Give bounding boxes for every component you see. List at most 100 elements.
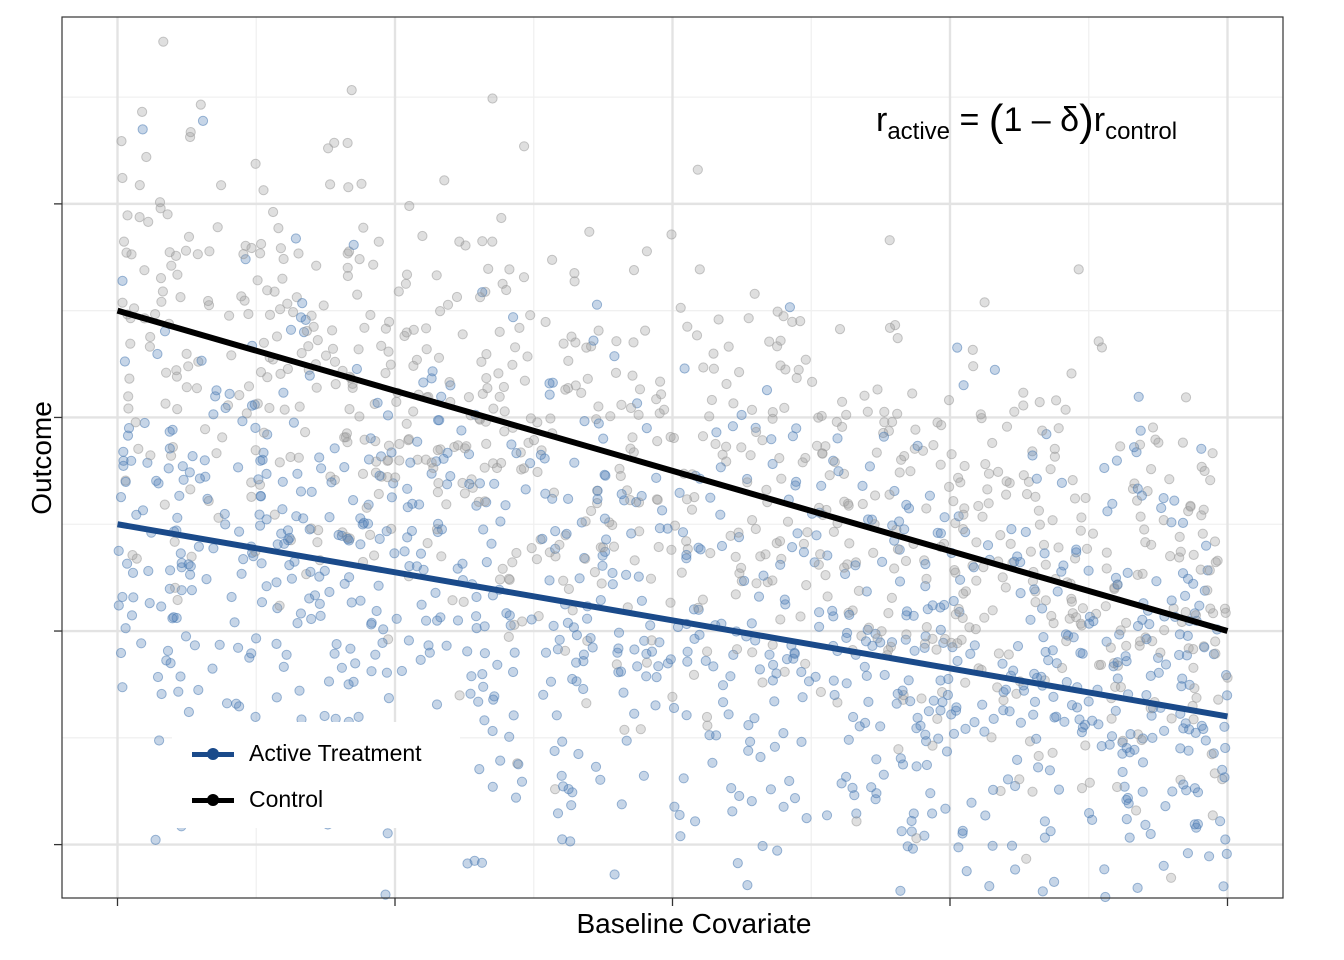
active-treatment-point: [678, 773, 689, 784]
control-point: [876, 626, 887, 637]
control-point: [258, 427, 270, 438]
control-point: [701, 711, 713, 723]
active-treatment-point: [1192, 819, 1204, 830]
control-point: [499, 406, 510, 417]
control-point: [795, 316, 806, 327]
control-point: [730, 589, 741, 600]
active-treatment-point: [1177, 673, 1188, 684]
control-point: [586, 505, 597, 517]
active-treatment-point: [431, 699, 443, 710]
active-treatment-point: [599, 469, 610, 480]
active-treatment-point: [877, 556, 888, 568]
active-treatment-point: [980, 810, 991, 821]
active-treatment-point: [790, 480, 801, 491]
control-point: [927, 633, 938, 645]
active-treatment-point: [143, 565, 154, 577]
active-treatment-point: [582, 613, 593, 624]
active-treatment-point: [827, 605, 838, 617]
active-treatment-point: [355, 513, 366, 524]
control-point: [780, 364, 791, 375]
active-treatment-point: [436, 391, 447, 402]
control-point: [514, 322, 525, 333]
active-treatment-point: [654, 637, 665, 648]
active-treatment-point: [576, 517, 587, 528]
control-point: [300, 427, 311, 438]
formula-subscript-active: active: [887, 118, 951, 145]
control-point: [169, 536, 180, 547]
active-treatment-point: [297, 298, 308, 309]
active-treatment-point: [961, 866, 972, 877]
control-point: [987, 605, 998, 616]
control-point: [731, 644, 743, 655]
active-treatment-point: [462, 858, 473, 869]
control-point: [382, 455, 393, 466]
active-treatment-point: [848, 711, 859, 723]
active-treatment-point: [593, 418, 604, 429]
control-point: [900, 555, 912, 567]
control-point: [987, 437, 998, 449]
active-treatment-point: [878, 769, 889, 780]
control-point: [442, 299, 454, 310]
control-point: [1158, 515, 1169, 526]
control-point: [563, 583, 575, 595]
control-point: [269, 286, 280, 297]
control-point: [950, 567, 961, 578]
control-point: [550, 551, 561, 562]
active-treatment-point: [1106, 731, 1118, 742]
control-point: [651, 494, 663, 505]
active-treatment-point: [682, 646, 693, 657]
active-treatment-point: [144, 598, 155, 609]
control-point: [944, 481, 955, 492]
control-point: [1034, 397, 1045, 408]
control-point: [145, 331, 156, 343]
control-point: [728, 398, 739, 409]
control-point: [494, 574, 506, 585]
active-treatment-point: [196, 355, 207, 366]
active-treatment-point: [677, 527, 689, 538]
active-treatment-point: [778, 728, 789, 739]
active-treatment-point: [1051, 711, 1062, 722]
active-treatment-point: [381, 667, 392, 678]
control-point: [394, 438, 405, 450]
control-point: [255, 248, 266, 259]
control-point: [761, 484, 772, 495]
control-point: [627, 370, 638, 381]
control-point: [494, 326, 505, 337]
control-point: [466, 474, 477, 485]
active-treatment-point: [879, 669, 890, 681]
active-treatment-point: [557, 834, 568, 845]
active-treatment-point: [175, 548, 186, 559]
control-point: [1000, 582, 1011, 593]
control-point: [652, 494, 663, 505]
active-treatment-point: [180, 631, 192, 642]
active-treatment-point: [900, 634, 911, 645]
active-treatment-point: [668, 702, 680, 714]
active-treatment-point: [681, 549, 692, 561]
control-point: [751, 578, 762, 589]
control-point: [1100, 601, 1111, 612]
control-point: [911, 833, 922, 844]
active-treatment-point: [899, 524, 910, 535]
control-point: [117, 172, 128, 184]
active-treatment-point: [388, 478, 399, 489]
y-axis-title: Outcome: [26, 401, 57, 515]
control-point: [953, 603, 964, 615]
active-treatment-point: [757, 840, 768, 852]
active-treatment-point: [645, 620, 656, 631]
control-point: [1164, 474, 1175, 485]
control-point: [239, 295, 250, 306]
active-treatment-point: [875, 637, 886, 648]
active-treatment-point: [905, 696, 916, 707]
active-treatment-point: [939, 512, 950, 523]
control-point: [525, 310, 536, 321]
active-treatment-point: [210, 391, 221, 402]
control-point: [373, 236, 384, 247]
control-point: [570, 337, 581, 348]
active-treatment-point: [615, 666, 627, 677]
active-treatment-point: [955, 574, 966, 585]
control-point: [554, 539, 565, 550]
control-point: [885, 641, 897, 652]
control-point: [1034, 519, 1046, 530]
active-treatment-point: [766, 434, 777, 445]
control-point: [973, 500, 984, 512]
